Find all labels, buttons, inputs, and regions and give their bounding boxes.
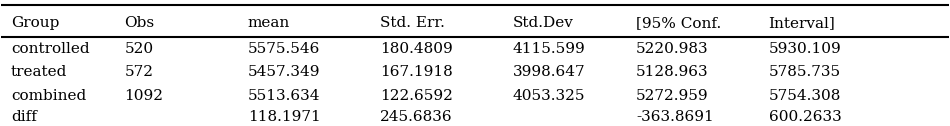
Text: 5457.349: 5457.349 [248,65,320,79]
Text: [95% Conf.: [95% Conf. [636,16,721,30]
Text: Obs: Obs [124,16,155,30]
Text: combined: combined [10,89,86,103]
Text: 600.2633: 600.2633 [769,110,842,124]
Text: 245.6836: 245.6836 [380,110,453,124]
Text: 118.1971: 118.1971 [248,110,320,124]
Text: 520: 520 [124,42,154,56]
Text: 5575.546: 5575.546 [248,42,320,56]
Text: -363.8691: -363.8691 [636,110,713,124]
Text: 5272.959: 5272.959 [636,89,709,103]
Text: 4053.325: 4053.325 [513,89,585,103]
Text: 3998.647: 3998.647 [513,65,585,79]
Text: 572: 572 [124,65,154,79]
Text: 5220.983: 5220.983 [636,42,709,56]
Text: controlled: controlled [10,42,89,56]
Text: Std.Dev: Std.Dev [513,16,574,30]
Text: 167.1918: 167.1918 [380,65,453,79]
Text: mean: mean [248,16,290,30]
Text: Group: Group [10,16,59,30]
Text: 5128.963: 5128.963 [636,65,709,79]
Text: 5754.308: 5754.308 [769,89,841,103]
Text: 5930.109: 5930.109 [769,42,842,56]
Text: 5513.634: 5513.634 [248,89,320,103]
Text: Std. Err.: Std. Err. [380,16,446,30]
Text: 4115.599: 4115.599 [513,42,585,56]
Text: Interval]: Interval] [769,16,835,30]
Text: 1092: 1092 [124,89,163,103]
Text: diff: diff [10,110,37,124]
Text: 5785.735: 5785.735 [769,65,841,79]
Text: treated: treated [10,65,67,79]
Text: 122.6592: 122.6592 [380,89,453,103]
Text: 180.4809: 180.4809 [380,42,453,56]
